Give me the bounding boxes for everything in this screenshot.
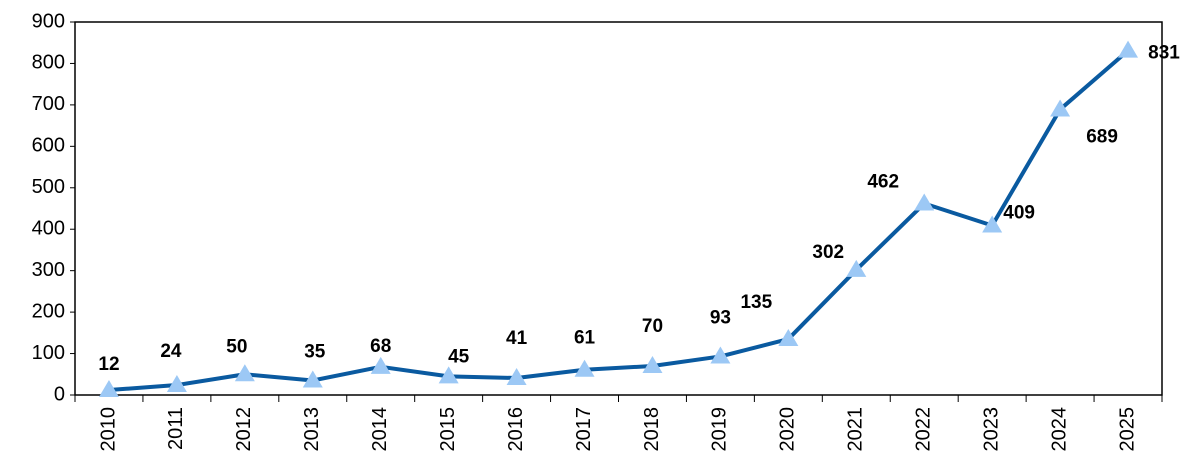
marker [914, 193, 935, 211]
data-label: 302 [812, 242, 844, 263]
marker [710, 346, 731, 364]
marker [982, 215, 1003, 233]
line [108, 49, 1130, 393]
x-tick-label: 2013 [301, 407, 323, 452]
y-tick-label: 600 [32, 135, 65, 157]
data-label: 68 [370, 336, 391, 357]
data-label: 831 [1148, 43, 1180, 64]
marker [370, 356, 391, 374]
y-tick-label: 300 [32, 259, 65, 281]
data-label: 70 [642, 316, 663, 337]
data-label: 61 [574, 328, 596, 349]
marker [234, 364, 255, 382]
y-tick-label: 400 [32, 218, 65, 240]
data-label: 12 [98, 354, 119, 375]
data-label: 409 [1003, 203, 1035, 224]
x-tick-label: 2023 [980, 407, 1002, 452]
marker [1118, 40, 1139, 58]
marker [438, 366, 459, 384]
marker [642, 355, 663, 373]
marker [302, 370, 323, 388]
x-tick-label: 2010 [97, 407, 119, 452]
x-tick-label: 2020 [777, 407, 799, 452]
data-label: 93 [710, 307, 731, 328]
y-tick-label: 0 [54, 383, 65, 405]
marker [98, 380, 119, 398]
y-tick-label: 800 [32, 52, 65, 74]
x-tick-label: 2019 [709, 407, 731, 452]
x-tick-label: 2025 [1116, 407, 1138, 452]
marker [1050, 99, 1071, 117]
x-tick-label: 2017 [573, 407, 595, 452]
data-label: 689 [1086, 126, 1118, 147]
y-tick-label: 500 [32, 176, 65, 198]
x-tick-label: 2011 [165, 407, 187, 450]
y-tick-label: 100 [32, 342, 65, 364]
marker [506, 368, 527, 386]
x-tick-label: 2024 [1048, 407, 1070, 452]
marker [778, 329, 799, 347]
data-label: 462 [867, 172, 899, 193]
data-label: 135 [740, 292, 772, 313]
x-tick-label: 2012 [233, 407, 255, 452]
data-label: 35 [304, 342, 326, 363]
data-label: 41 [506, 328, 528, 349]
x-tick-label: 2018 [641, 407, 663, 452]
marker [574, 359, 595, 377]
data-label: 50 [226, 336, 247, 357]
x-tick-label: 2016 [505, 407, 527, 452]
data-label: 24 [160, 341, 182, 362]
x-tick-label: 2014 [369, 407, 391, 452]
data-label: 45 [448, 346, 470, 367]
marker [166, 375, 187, 393]
x-tick-label: 2015 [437, 407, 459, 452]
y-tick-label: 900 [32, 10, 65, 32]
marker [846, 259, 867, 277]
x-tick-label: 2021 [845, 407, 867, 452]
y-tick-label: 200 [32, 300, 65, 322]
y-tick-label: 700 [32, 93, 65, 115]
x-tick-label: 2022 [913, 407, 935, 452]
